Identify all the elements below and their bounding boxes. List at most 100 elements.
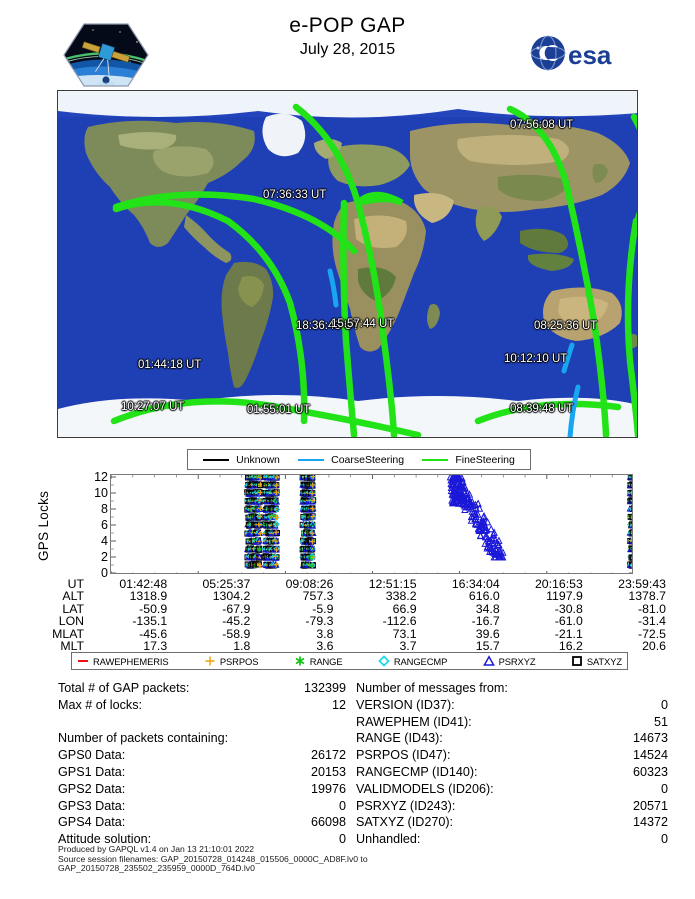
statistics-right-column: Number of messages from: VERSION (ID37): 0… [356, 680, 668, 848]
legend-label: PSRXYZ [498, 655, 536, 667]
table-cell: 3.6 [316, 639, 334, 654]
stats-key: GPS0 Data: [58, 748, 126, 763]
table-cell: 1197.9 [546, 589, 583, 604]
y-tick: 12 [94, 470, 108, 484]
legend-label: SATXYZ [586, 655, 622, 667]
page-header: CASSIOPE e-POP GAP July 28, 2015 esa [0, 0, 695, 88]
title-block: e-POP GAP July 28, 2015 [0, 14, 695, 59]
line-swatch-icon [422, 458, 449, 461]
stats-row: RAWEPHEM (ID41): 51 [356, 714, 668, 731]
table-cell: 3.8 [316, 626, 334, 641]
world-map-orbit-plot: 07:56:08 UT 07:36:33 UT 18:36:43 UT 15:5… [57, 90, 638, 438]
esa-wordmark: esa [568, 40, 612, 70]
esa-logo-icon: esa [528, 33, 630, 73]
legend-label: RANGECMP [393, 655, 448, 667]
stats-row: Max # of locks: 12 [58, 697, 346, 714]
stats-row: GPS0 Data: 26172 [58, 747, 346, 764]
table-row-label: ALT [62, 589, 85, 604]
stats-row: VALIDMODELS (ID206): 0 [356, 781, 668, 798]
stats-row: PSRXYZ (ID243): 20571 [356, 798, 668, 815]
stats-row: Attitude solution: 0 [58, 831, 346, 848]
stats-key: VALIDMODELS (ID206): [356, 781, 494, 796]
y-axis-title: GPS Locks [36, 490, 51, 562]
dash-marker-icon [77, 655, 89, 667]
table-cell: 338.2 [385, 589, 417, 604]
y-tick: 4 [101, 534, 108, 548]
page-title: e-POP GAP [289, 14, 406, 37]
stats-value: 12 [331, 697, 346, 712]
table-cell: -61.0 [554, 614, 583, 629]
map-legend: Unknown CoarseSteering FineSteering [187, 449, 531, 470]
legend-label: RAWEPHEMERIS [93, 655, 169, 667]
stats-row: Total # of GAP packets: 132399 [58, 680, 346, 697]
scatter-plot-legend: RAWEPHEMERIS PSRPOS RANGE [71, 652, 628, 670]
stats-row: VERSION (ID37): 0 [356, 697, 668, 714]
diamond-marker-icon [378, 655, 390, 667]
line-swatch-icon [298, 458, 325, 461]
table-cell: 1304.2 [212, 589, 251, 604]
stats-row: GPS3 Data: 0 [58, 798, 346, 815]
footer-line-source-1: Source session filenames: GAP_20150728_0… [58, 853, 368, 864]
table-cell: 39.6 [475, 626, 500, 641]
map-legend-item-unknown: Unknown [203, 454, 280, 466]
legend-label: RANGE [309, 655, 343, 667]
table-cell: 3.7 [399, 639, 417, 654]
stats-value: 20571 [632, 798, 668, 813]
stats-key: RAWEPHEM (ID41): [356, 714, 472, 729]
table-cell: 20.6 [642, 639, 666, 654]
stats-key: Number of messages from: [356, 681, 508, 695]
stats-value: 0 [338, 832, 346, 847]
table-cell: -30.8 [554, 601, 583, 616]
stats-value: 51 [653, 714, 668, 729]
table-row: MLAT -45.6 -58.9 3.8 73.1 39.6 -21.1 -72.5 [42, 626, 666, 641]
table-row-label: LON [58, 614, 85, 629]
stats-key: RANGE (ID43): [356, 731, 443, 746]
table-row-label: UT [67, 577, 85, 591]
scatter-canvas [111, 475, 632, 573]
table-cell: -81.0 [637, 601, 666, 616]
legend-item-psrxyz: PSRXYZ [482, 655, 536, 667]
footer-line-source-2: GAP_20150728_235502_235959_0000D_764D.lv… [58, 863, 255, 874]
table-cell: 34.8 [475, 601, 500, 616]
stats-key: Max # of locks: [58, 697, 142, 712]
table-cell: 05:25:37 [202, 577, 251, 591]
map-legend-label: FineSteering [455, 453, 515, 466]
stats-key: Attitude solution: [58, 832, 152, 847]
y-tick: 8 [101, 502, 108, 516]
map-legend-item-coarsesteering: CoarseSteering [298, 454, 404, 466]
table-cell: 23:59:43 [618, 577, 666, 591]
ephemeris-table: UT 01:42:48 05:25:37 09:08:26 12:51:15 16:34:… [42, 577, 666, 654]
table-cell: 1318.9 [129, 589, 168, 604]
legend-item-satxyz: SATXYZ [571, 655, 622, 667]
stats-key: RANGECMP (ID140): [356, 764, 478, 779]
stats-key: VERSION (ID37): [356, 697, 455, 712]
gps-locks-scatter-plot [110, 474, 633, 574]
stats-row: RANGECMP (ID140): 60323 [356, 764, 668, 781]
table-row: MLT 17.3 1.8 3.6 3.7 15.7 16.2 20.6 [42, 639, 666, 654]
y-tick: 6 [101, 518, 108, 532]
y-tick: 10 [94, 486, 108, 500]
table-cell: 73.1 [392, 626, 417, 641]
table-row: LAT -50.9 -67.9 -5.9 66.9 34.8 -30.8 -81.0 [42, 601, 666, 616]
table-row-label: MLAT [52, 626, 85, 641]
table-cell: -135.1 [132, 614, 168, 629]
stats-value: 14372 [632, 815, 668, 830]
map-legend-label: CoarseSteering [331, 453, 405, 466]
table-row-label: MLT [60, 639, 85, 654]
stats-key: GPS2 Data: [58, 781, 126, 796]
map-canvas [58, 91, 637, 437]
table-cell: 20:16:53 [534, 577, 583, 591]
table-row: ALT 1318.9 1304.2 757.3 338.2 616.0 1197.9 1378… [42, 589, 666, 604]
square-marker-icon [571, 655, 583, 667]
triangle-marker-icon [482, 655, 495, 667]
y-tick: 2 [101, 550, 108, 564]
stats-spacer [58, 714, 346, 731]
table-cell: 616.0 [468, 589, 500, 604]
provenance-footer: Produced by GAPQL v1.4 on Jan 13 21:10:0… [58, 844, 658, 874]
table-cell: -5.9 [312, 601, 334, 616]
stats-key: GPS1 Data: [58, 764, 126, 779]
table-cell: -58.9 [222, 626, 251, 641]
stats-group-heading: Number of packets containing: [58, 730, 346, 747]
table-cell: 01:42:48 [119, 577, 168, 591]
stats-key: PSRPOS (ID47): [356, 748, 451, 763]
